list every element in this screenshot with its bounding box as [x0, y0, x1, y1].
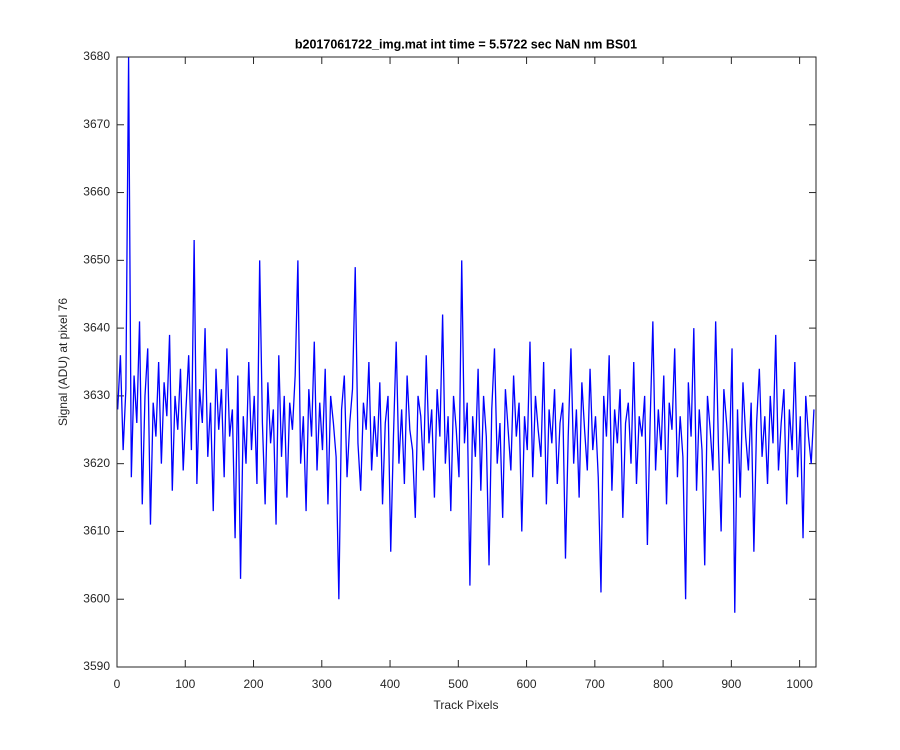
- x-tick-label: 0: [114, 677, 121, 691]
- y-tick-label: 3590: [83, 659, 110, 673]
- chart-title: b2017061722_img.mat int time = 5.5722 se…: [295, 37, 637, 51]
- y-tick-label: 3670: [83, 117, 110, 131]
- x-axis-label: Track Pixels: [434, 698, 499, 712]
- x-tick-label: 800: [653, 677, 673, 691]
- x-tick-label: 900: [721, 677, 741, 691]
- y-tick-label: 3610: [83, 524, 110, 538]
- x-tick-label: 100: [175, 677, 195, 691]
- y-tick-label: 3620: [83, 456, 110, 470]
- x-tick-label: 200: [244, 677, 264, 691]
- x-tick-label: 1000: [786, 677, 813, 691]
- y-tick-label: 3640: [83, 320, 110, 334]
- data-line: [117, 57, 815, 613]
- y-tick-label: 3680: [83, 49, 110, 63]
- y-tick-label: 3650: [83, 253, 110, 267]
- x-tick-label: 300: [312, 677, 332, 691]
- x-tick-label: 400: [380, 677, 400, 691]
- y-tick-label: 3660: [83, 185, 110, 199]
- x-tick-label: 500: [448, 677, 468, 691]
- plot-frame: [116, 56, 817, 668]
- x-tick-label: 600: [517, 677, 537, 691]
- y-axis-label: Signal (ADU) at pixel 76: [56, 298, 70, 426]
- x-tick-label: 700: [585, 677, 605, 691]
- y-tick-label: 3630: [83, 388, 110, 402]
- y-tick-label: 3600: [83, 591, 110, 605]
